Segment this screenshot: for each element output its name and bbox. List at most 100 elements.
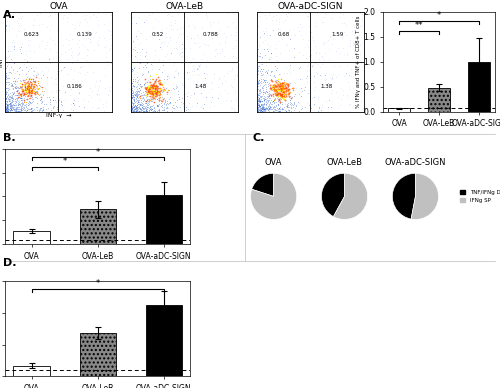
Y-axis label: % IFNγ and TNF+ of CD8+ T cells: % IFNγ and TNF+ of CD8+ T cells (356, 16, 360, 108)
Point (279, 94, 287, 100)
Point (154, 66, 162, 73)
Point (146, 99, 154, 105)
Point (202, 94, 210, 100)
Point (156, 86, 164, 92)
Point (40, 101, 48, 107)
Point (148, 103, 156, 109)
Point (30, 74, 38, 80)
Point (128, 86, 136, 92)
Point (143, 86, 151, 92)
Point (260, 28, 268, 34)
Point (262, 61, 270, 68)
Point (24, 92, 32, 99)
Point (157, 81, 165, 87)
Point (130, 92, 138, 99)
Point (133, 86, 141, 92)
Point (256, 50, 264, 56)
Point (140, 81, 148, 87)
Point (148, 85, 156, 91)
Point (2, 70, 10, 76)
Point (190, 25, 198, 31)
Point (141, 85, 149, 91)
Point (153, 102, 161, 108)
Point (301, 104, 309, 111)
Point (6, 102, 14, 109)
Point (256, 88, 264, 94)
Point (24, 81, 32, 88)
Point (134, 108, 142, 114)
Point (102, 54, 110, 60)
Point (132, 106, 140, 112)
Point (128, 76, 136, 82)
Point (51, 76, 59, 82)
Point (291, 105, 299, 111)
Point (130, 92, 138, 98)
Point (146, 95, 154, 101)
Point (150, 99, 158, 105)
Point (56, 97, 64, 103)
Point (222, 34, 230, 40)
Point (147, 105, 155, 111)
Point (274, 78, 282, 84)
Point (152, 103, 160, 109)
Point (154, 90, 162, 97)
Point (21, 84, 29, 90)
Point (10, 37, 18, 43)
Point (262, 81, 270, 87)
Point (136, 49, 144, 55)
Point (68, 54, 76, 61)
Point (24, 84, 32, 90)
Point (14, 102, 22, 109)
Point (218, 46, 226, 52)
Point (128, 94, 136, 100)
Point (266, 102, 274, 109)
Point (60, 12, 68, 18)
Point (128, 99, 136, 106)
Point (146, 95, 154, 101)
Point (264, 72, 272, 78)
Point (254, 103, 262, 109)
Point (254, 78, 262, 84)
Point (148, 109, 156, 115)
Point (314, 94, 322, 100)
Point (142, 90, 150, 97)
Point (254, 86, 262, 92)
Point (260, 106, 268, 112)
Point (34, 80, 42, 86)
Point (12, 105, 20, 111)
Point (142, 64, 150, 70)
Point (136, 88, 143, 95)
Point (290, 79, 298, 85)
Point (142, 104, 150, 111)
Point (9, 101, 17, 107)
Point (272, 87, 280, 94)
Point (140, 109, 147, 115)
Point (210, 9, 218, 16)
Point (306, 32, 314, 38)
Point (30, 81, 38, 88)
Point (138, 107, 145, 114)
Point (280, 69, 287, 76)
Point (281, 82, 289, 88)
Point (276, 92, 284, 98)
Point (130, 78, 138, 84)
Point (6, 107, 14, 113)
Point (6, 90, 14, 96)
Point (283, 92, 291, 99)
Point (265, 102, 273, 109)
Point (54, 73, 62, 79)
Point (76, 59, 84, 65)
Bar (146, 305, 182, 376)
Point (147, 90, 155, 96)
Point (193, 78, 201, 84)
Point (142, 108, 150, 114)
Point (50, 97, 58, 103)
Point (136, 102, 144, 108)
Point (31, 88, 39, 95)
Point (270, 82, 278, 88)
Point (154, 107, 162, 113)
Point (142, 79, 150, 85)
Point (254, 83, 262, 90)
Point (26, 100, 34, 106)
Point (262, 86, 270, 92)
